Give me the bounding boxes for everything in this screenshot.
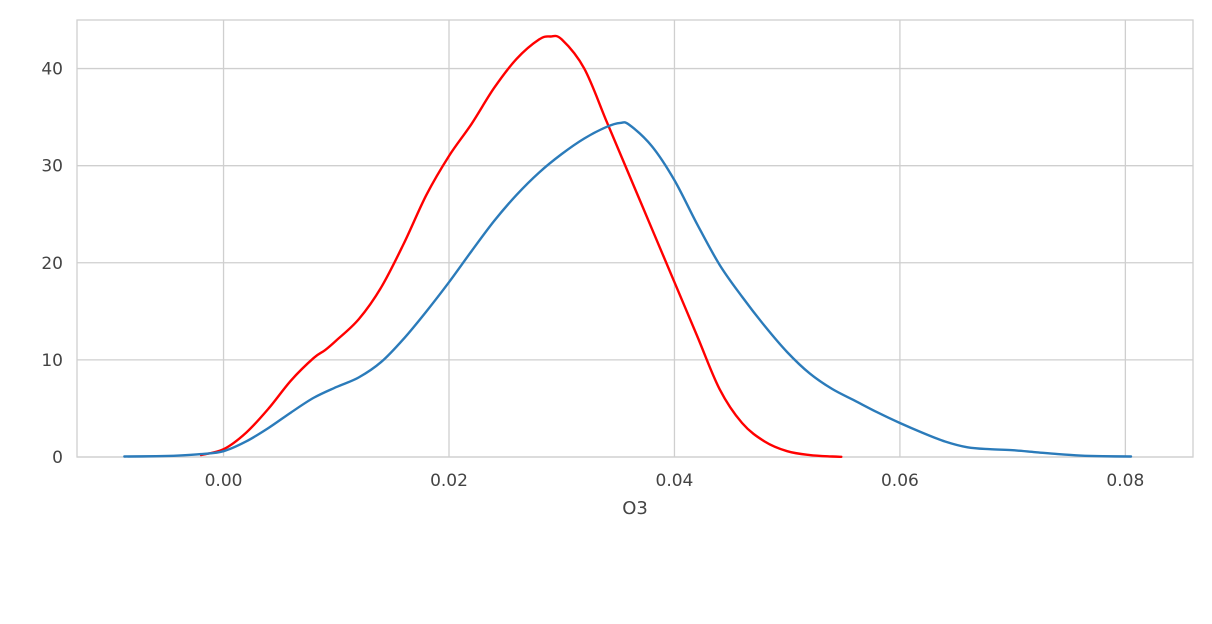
x-gridlines	[222, 20, 1127, 457]
y-tick-label: 40	[41, 60, 63, 80]
x-tick-label: 0.00	[205, 471, 243, 491]
series-layer	[123, 34, 1133, 459]
x-tick-label: 0.06	[881, 471, 919, 491]
y-tick-labels: 0 10 20 30 40	[41, 60, 63, 468]
x-tick-label: 0.04	[656, 471, 694, 491]
series-line-1	[199, 34, 843, 459]
x-tick-label: 0.02	[430, 471, 468, 491]
y-gridlines	[77, 67, 1193, 458]
series-line-2	[123, 121, 1133, 458]
x-tick-labels: 0.00 0.02 0.04 0.06 0.08	[205, 471, 1145, 491]
y-tick-label: 20	[41, 254, 63, 274]
x-axis-label: O3	[622, 498, 648, 519]
plot-frame	[76, 19, 1194, 458]
y-tick-label: 10	[41, 351, 63, 371]
y-tick-label: 0	[52, 448, 63, 468]
x-tick-label: 0.08	[1106, 471, 1144, 491]
y-tick-label: 30	[41, 157, 63, 177]
